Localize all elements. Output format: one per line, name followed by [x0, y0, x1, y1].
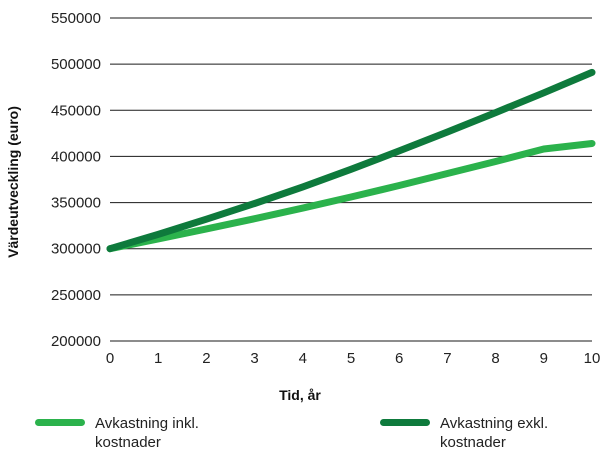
- y-tick-label-300000: 300000: [51, 241, 101, 258]
- x-axis-label: Tid, år: [279, 387, 321, 403]
- x-tick-label-8: 8: [491, 350, 499, 367]
- x-tick-label-4: 4: [299, 350, 307, 367]
- series-line-1: [106, 68, 596, 253]
- x-tick-label-6: 6: [395, 350, 403, 367]
- legend-swatch-incl-costs: [35, 419, 85, 426]
- x-tick-label-2: 2: [202, 350, 210, 367]
- x-tick-label-3: 3: [250, 350, 258, 367]
- grid-lines: [110, 17, 592, 342]
- x-tick-label-9: 9: [540, 350, 548, 367]
- x-tick-label-0: 0: [106, 350, 114, 367]
- legend-item-incl-costs: Avkastning inkl. kostnader: [35, 414, 235, 452]
- series-line-0: [106, 140, 596, 253]
- x-tick-label-10: 10: [584, 350, 600, 367]
- chart: 200000 250000 300000 350000 400000 450000 5000…: [5, 10, 600, 403]
- y-tick-label-400000: 400000: [51, 148, 101, 165]
- x-tick-label-5: 5: [347, 350, 355, 367]
- legend-label-excl-costs: Avkastning exkl. kostnader: [440, 415, 549, 451]
- x-axis-ticks: 0 1 2 3 4 5 6 7 8 9 10: [106, 350, 600, 367]
- y-tick-label-250000: 250000: [51, 287, 101, 304]
- y-tick-label-200000: 200000: [51, 333, 101, 350]
- y-tick-label-350000: 350000: [51, 195, 101, 212]
- y-axis-label: Värdeutveckling (euro): [5, 106, 21, 258]
- y-tick-label-450000: 450000: [51, 102, 101, 119]
- legend-label-incl-costs: Avkastning inkl. kostnader: [95, 415, 199, 451]
- legend-swatch-excl-costs: [380, 419, 430, 426]
- y-tick-label-550000: 550000: [51, 10, 101, 27]
- series-lines: [106, 68, 596, 253]
- x-tick-label-7: 7: [443, 350, 451, 367]
- x-tick-label-1: 1: [154, 350, 162, 367]
- y-axis-ticks: 200000 250000 300000 350000 400000 450000 5000…: [51, 10, 101, 350]
- y-tick-label-500000: 500000: [51, 56, 101, 73]
- legend-item-excl-costs: Avkastning exkl. kostnader: [380, 414, 580, 452]
